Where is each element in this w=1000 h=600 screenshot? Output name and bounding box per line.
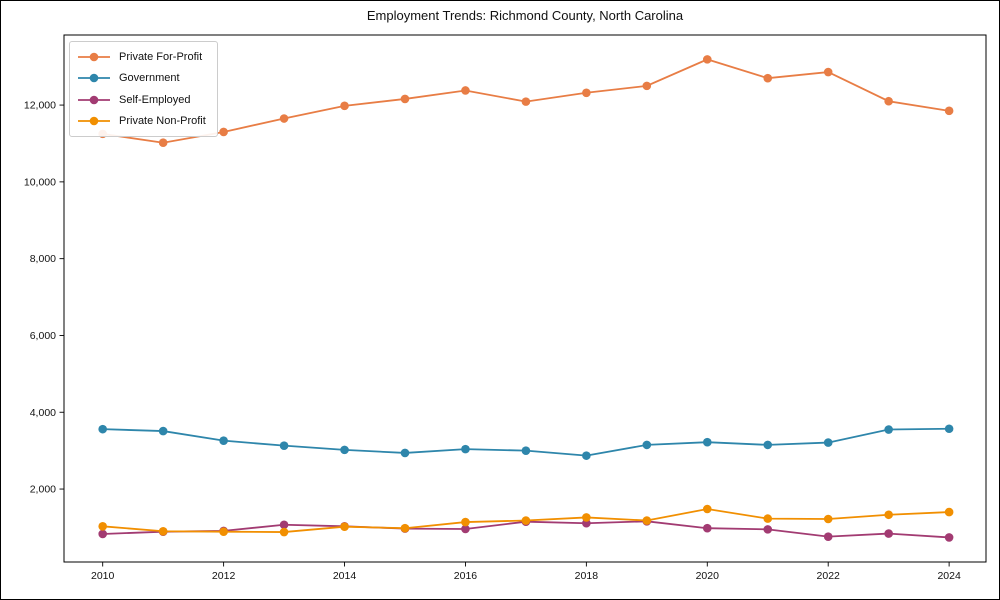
x-axis-tick-label: 2022 <box>817 570 841 582</box>
data-point <box>702 504 712 514</box>
data-point <box>884 96 893 106</box>
x-axis-tick-label: 2012 <box>212 570 236 582</box>
x-axis-tick-label: 2024 <box>937 570 961 582</box>
y-axis-tick-label: 8,000 <box>30 253 56 265</box>
legend-item-self-employed: Self-Employed <box>77 89 206 111</box>
data-point <box>219 436 228 445</box>
data-point <box>158 138 168 148</box>
legend-marker-icon <box>78 73 110 83</box>
data-point <box>219 127 228 137</box>
data-point <box>400 523 410 533</box>
x-axis-tick-label: 2020 <box>696 570 720 582</box>
data-point <box>340 522 349 531</box>
data-point <box>340 101 349 111</box>
data-point <box>98 529 107 539</box>
data-point <box>642 516 652 525</box>
legend-label: Government <box>119 72 180 85</box>
legend-label: Self-Employed <box>119 93 191 106</box>
y-axis-tick-label: 6,000 <box>30 330 56 342</box>
data-point <box>400 94 410 104</box>
legend-label: Private Non-Profit <box>119 115 206 128</box>
data-point <box>702 437 712 447</box>
data-point <box>763 73 773 83</box>
data-point <box>521 97 531 106</box>
data-point <box>763 440 773 450</box>
legend-marker-icon <box>78 116 110 126</box>
data-point <box>521 516 531 525</box>
y-axis-tick-label: 4,000 <box>30 407 56 419</box>
data-point <box>763 525 773 534</box>
data-point <box>642 440 652 450</box>
data-point <box>98 424 107 434</box>
data-point <box>582 513 591 522</box>
data-point <box>279 527 289 537</box>
data-point <box>158 426 168 436</box>
data-point <box>763 514 773 523</box>
y-axis-tick-label: 10,000 <box>24 176 56 188</box>
data-point <box>400 448 410 458</box>
legend-marker-icon <box>78 95 110 105</box>
data-point <box>158 526 168 536</box>
data-point <box>279 114 289 123</box>
data-point <box>642 81 652 91</box>
data-point <box>461 524 470 534</box>
legend-item-private-non-profit: Private Non-Profit <box>77 111 206 133</box>
x-axis-tick-label: 2014 <box>333 570 357 582</box>
data-point <box>461 444 470 454</box>
data-point <box>823 67 833 77</box>
data-point <box>279 441 289 450</box>
data-point <box>944 533 954 542</box>
data-point <box>702 523 712 533</box>
data-point <box>702 55 712 64</box>
data-point <box>944 424 954 434</box>
x-axis-tick-label: 2016 <box>454 570 478 582</box>
data-point <box>340 445 349 455</box>
chart-title: Employment Trends: Richmond County, Nort… <box>366 8 684 23</box>
data-point <box>884 425 893 434</box>
x-axis-tick-label: 2010 <box>91 570 115 582</box>
data-point <box>884 510 893 520</box>
legend-item-government: Government <box>77 68 206 90</box>
data-point <box>884 529 893 538</box>
legend-item-private-for-profit: Private For-Profit <box>77 46 206 68</box>
data-point <box>279 520 289 530</box>
data-point <box>582 88 591 98</box>
data-point <box>944 106 954 116</box>
data-point <box>823 532 833 541</box>
data-point <box>823 438 833 447</box>
legend-label: Private For-Profit <box>119 50 203 63</box>
data-point <box>98 521 107 531</box>
data-point <box>461 517 470 527</box>
data-point <box>461 86 470 95</box>
data-point <box>521 446 531 455</box>
data-point <box>582 451 591 460</box>
data-point <box>823 514 833 524</box>
data-point <box>219 527 228 536</box>
plot-border <box>63 34 987 563</box>
y-axis-tick-label: 2,000 <box>30 484 56 496</box>
legend: Private For-Profit Government Self-Emplo… <box>69 41 218 137</box>
legend-marker-icon <box>78 52 110 62</box>
x-axis-tick-label: 2018 <box>575 570 599 582</box>
y-axis-tick-label: 12,000 <box>24 100 56 112</box>
data-point <box>944 507 954 517</box>
